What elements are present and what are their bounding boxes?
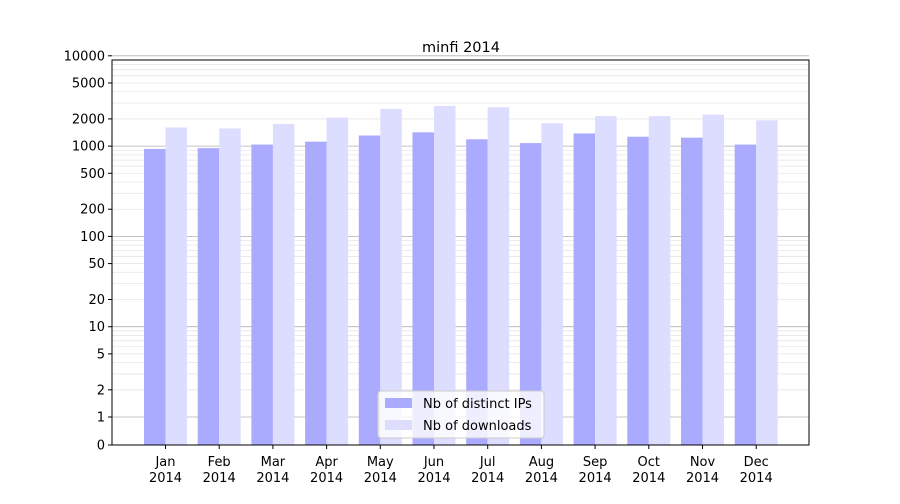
legend: Nb of distinct IPs Nb of downloads <box>377 390 545 439</box>
x-tick-label-year: 2014 <box>364 471 397 486</box>
x-tick-label: Jul 2014 <box>471 455 504 486</box>
x-tick-label-year: 2014 <box>203 471 236 486</box>
x-tick-label-month: Apr <box>315 455 338 470</box>
x-tick-label: Sep 2014 <box>579 455 612 486</box>
bar-nb-of-distinct-ips <box>734 144 757 445</box>
plot-frame <box>111 59 810 446</box>
x-tick-label-month: Dec <box>744 455 769 470</box>
x-tick-label: Feb 2014 <box>203 455 236 486</box>
bar-nb-of-distinct-ips <box>144 148 166 445</box>
x-tick-label: Aug 2014 <box>525 455 558 486</box>
bar-nb-of-downloads <box>219 128 241 445</box>
x-tick-label-year: 2014 <box>740 471 773 486</box>
bar-nb-of-distinct-ips <box>519 143 542 445</box>
x-tick-label-month: Nov <box>690 455 716 470</box>
y-tick-label: 10000 <box>64 49 105 64</box>
bar-nb-of-distinct-ips <box>412 132 434 445</box>
y-tick-label: 0 <box>97 439 105 454</box>
bars <box>144 105 778 446</box>
x-tick-label-month: Oct <box>638 455 660 470</box>
x-tick-label-month: Aug <box>529 455 554 470</box>
legend-swatch-downloads <box>385 420 412 430</box>
bar-nb-of-downloads <box>595 116 617 445</box>
x-tick-label: Apr 2014 <box>310 455 343 486</box>
x-tick-label-year: 2014 <box>579 471 612 486</box>
x-tick-label: Nov 2014 <box>686 455 719 486</box>
legend-label-downloads: Nb of downloads <box>423 419 532 434</box>
bar-nb-of-downloads <box>702 114 724 445</box>
y-axis: 0 1 2 5 10 20 50 100 200 500 1000 2000 5000 10000 <box>64 49 112 454</box>
x-tick-label-month: May <box>367 455 394 470</box>
bar-nb-of-downloads <box>487 107 510 445</box>
bar-nb-of-downloads <box>648 116 671 445</box>
y-tick-label: 5000 <box>72 76 105 91</box>
bar-nb-of-distinct-ips <box>358 135 381 445</box>
x-tick-label: May 2014 <box>364 455 397 486</box>
bar-nb-of-downloads <box>272 123 295 445</box>
x-tick-label: Mar 2014 <box>256 455 289 486</box>
bar-nb-of-distinct-ips <box>573 133 596 445</box>
y-tick-label: 100 <box>80 230 105 245</box>
y-tick-label: 50 <box>88 257 105 272</box>
x-tick-label-month: Jan <box>154 455 175 470</box>
x-tick-label-year: 2014 <box>310 471 343 486</box>
y-tick-label: 2 <box>97 383 105 398</box>
chart-title: minfi 2014 <box>422 40 500 56</box>
x-tick-label: Jan 2014 <box>149 455 182 486</box>
y-tick-label: 200 <box>80 203 105 218</box>
bar-nb-of-downloads <box>326 117 349 446</box>
bar-nb-of-downloads <box>165 127 187 446</box>
x-tick-label-year: 2014 <box>149 471 182 486</box>
bar-nb-of-downloads <box>434 105 456 445</box>
x-tick-label-month: Sep <box>583 455 608 470</box>
bar-nb-of-distinct-ips <box>466 139 488 445</box>
x-tick-label-year: 2014 <box>471 471 504 486</box>
bar-nb-of-distinct-ips <box>197 148 220 445</box>
x-tick-label-month: Feb <box>208 455 231 470</box>
y-tick-label: 10 <box>88 320 105 335</box>
legend-label-distinct-ips: Nb of distinct IPs <box>423 397 532 412</box>
y-tick-label: 500 <box>80 167 105 182</box>
bar-nb-of-distinct-ips <box>627 136 649 446</box>
x-tick-label: Oct 2014 <box>632 455 665 486</box>
x-tick-label-year: 2014 <box>525 471 558 486</box>
x-tick-label-month: Jun <box>423 455 444 470</box>
y-tick-label: 5 <box>97 347 105 362</box>
x-tick-label-year: 2014 <box>686 471 719 486</box>
y-tick-label: 1000 <box>72 140 105 155</box>
bar-nb-of-distinct-ips <box>305 141 327 445</box>
x-tick-label-month: Jul <box>479 455 496 470</box>
y-tick-label: 20 <box>88 293 105 308</box>
legend-box <box>377 390 545 439</box>
bar-nb-of-distinct-ips <box>251 144 273 445</box>
x-tick-label-year: 2014 <box>632 471 665 486</box>
y-tick-label: 2000 <box>72 112 105 127</box>
legend-swatch-distinct-ips <box>385 398 412 408</box>
y-tick-label: 1 <box>97 411 105 426</box>
x-tick-label-month: Mar <box>261 455 286 470</box>
bar-nb-of-distinct-ips <box>681 137 703 446</box>
bar-nb-of-downloads <box>380 108 402 446</box>
x-tick-label: Dec 2014 <box>740 455 773 486</box>
x-tick-label-year: 2014 <box>417 471 450 486</box>
bar-nb-of-downloads <box>541 123 563 446</box>
bar-nb-of-downloads <box>756 120 778 445</box>
x-tick-label-year: 2014 <box>256 471 289 486</box>
x-tick-label: Jun 2014 <box>417 455 450 486</box>
